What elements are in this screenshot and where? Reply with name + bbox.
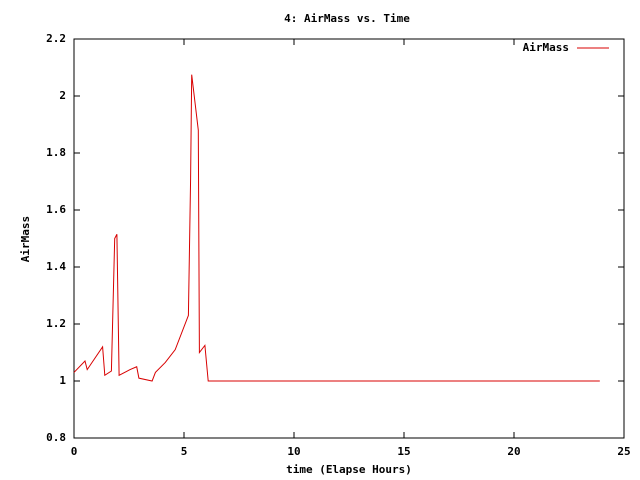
x-tick-label: 20 [507,445,520,458]
y-tick-label: 1.2 [46,317,66,330]
x-tick-label: 0 [71,445,78,458]
y-tick-label: 2 [59,89,66,102]
x-tick-label: 15 [397,445,410,458]
y-tick-label: 1.6 [46,203,66,216]
plot-frame [73,38,625,439]
y-axis-label: AirMass [19,216,32,262]
y-tick-label: 1.8 [46,146,66,159]
y-tick-label: 1.4 [46,260,66,273]
x-axis-label: time (Elapse Hours) [286,463,412,476]
legend-label: AirMass [523,41,569,54]
x-tick-label: 5 [181,445,188,458]
y-tick-label: 0.8 [46,431,66,444]
x-tick-label: 25 [617,445,630,458]
y-tick-label: 1 [59,374,66,387]
data-line [73,74,600,382]
x-tick-label: 10 [287,445,300,458]
chart-title: 4: AirMass vs. Time [284,12,410,25]
y-tick-label: 2.2 [46,32,66,45]
